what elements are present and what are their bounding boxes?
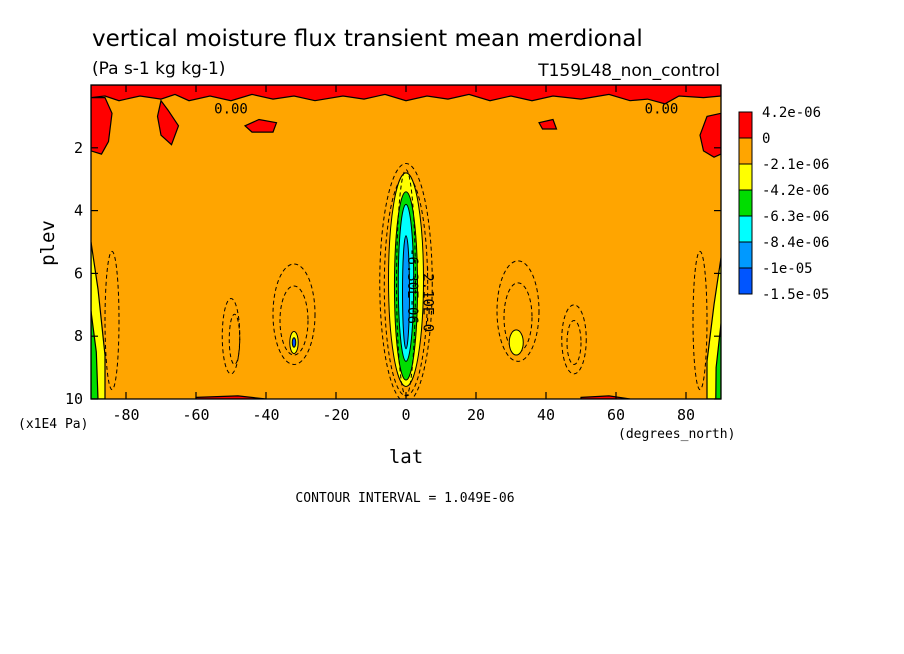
y-tick-label: 8 [74, 327, 83, 345]
colorbar-swatch [738, 137, 753, 165]
contour-loop-inner-1 [503, 282, 533, 353]
x-tick-label: 20 [467, 406, 485, 424]
x-tick-labels: -80 -60 -40 -20 0 20 40 60 80 [112, 406, 695, 424]
y-tick-label: 10 [65, 390, 83, 408]
chart-units: (Pa s-1 kg kg-1) [92, 59, 225, 79]
colorbar-label: -4.2e-06 [762, 183, 829, 199]
contour-loop-5 [692, 250, 708, 391]
x-tick-label: -80 [112, 406, 139, 424]
colorbar: 4.2e-06 0 -2.1e-06 -4.2e-06 -6.3e-06 -8.4e-06… [738, 105, 829, 303]
contour-label: 0.00 [214, 102, 248, 118]
x-tick-label: 80 [677, 406, 695, 424]
colorbar-swatch [738, 111, 753, 139]
contour-loop-0 [272, 263, 316, 365]
subtropical-core-north [508, 329, 524, 356]
x-units-label: (degrees_north) [618, 427, 735, 442]
contour-loop-1 [221, 298, 241, 375]
positive-region-top [91, 85, 721, 105]
contour-loop-2 [496, 260, 540, 362]
positive-region-sp [91, 96, 113, 155]
colorbar-swatch [738, 163, 753, 191]
x-tick-label: -60 [182, 406, 209, 424]
y-units-label: (x1E4 Pa) [18, 417, 88, 432]
contour-loop-3 [561, 304, 587, 375]
y-tick-label: 4 [74, 202, 83, 220]
contour-label: -6.30E-06 [404, 248, 420, 324]
colorbar-swatch [738, 241, 753, 269]
colorbar-swatch [738, 215, 753, 243]
contour-loop-inner-3 [228, 313, 241, 365]
contour-interval-text: CONTOUR INTERVAL = 1.049E-06 [295, 491, 514, 506]
chart-title: vertical moisture flux transient mean me… [92, 26, 643, 52]
colorbar-swatch [738, 189, 753, 217]
x-tick-label: -40 [252, 406, 279, 424]
equatorial-level-blue [402, 235, 410, 350]
positive-region-40n [538, 118, 558, 130]
negative-region-sp-green [91, 311, 99, 399]
y-tick-label: 6 [74, 264, 83, 282]
colorbar-label: 0 [762, 131, 770, 147]
contour-loop-inner-0 [279, 285, 309, 356]
axis-ticks [91, 85, 721, 400]
x-tick-label: -20 [322, 406, 349, 424]
contour-loop-inner-2 [566, 320, 582, 365]
contour-label: -2.10E-0 [419, 265, 435, 332]
x-tick-label: 60 [607, 406, 625, 424]
x-tick-label: 40 [537, 406, 555, 424]
contour-label: 0.00 [645, 102, 679, 118]
positive-region-np [699, 112, 721, 158]
plot-area: 0.00 0.00 -2.10E-0-6.30E-06 [91, 85, 721, 399]
positive-region-40s [243, 118, 278, 133]
colorbar-label: -6.3e-06 [762, 209, 829, 225]
colorbar-label: -8.4e-06 [762, 235, 829, 251]
equatorial-envelope-outer [379, 163, 433, 399]
run-label: T159L48_non_control [537, 61, 720, 81]
x-tick-label: 0 [401, 406, 410, 424]
colorbar-label: 4.2e-06 [762, 105, 821, 121]
y-tick-label: 2 [74, 139, 83, 157]
y-tick-labels: 2 4 6 8 10 [65, 139, 83, 408]
colorbar-swatch [738, 267, 753, 295]
positive-region-70s [156, 99, 180, 146]
x-axis-title: lat [389, 446, 423, 468]
colorbar-label: -1e-05 [762, 261, 813, 277]
colorbar-label: -2.1e-06 [762, 157, 829, 173]
contour-loop-4 [104, 250, 120, 391]
negative-region-np-green [715, 323, 721, 399]
subtropical-core-south-inner [291, 337, 297, 348]
colorbar-label: -1.5e-05 [762, 287, 829, 303]
y-axis-title: plev [37, 220, 59, 266]
